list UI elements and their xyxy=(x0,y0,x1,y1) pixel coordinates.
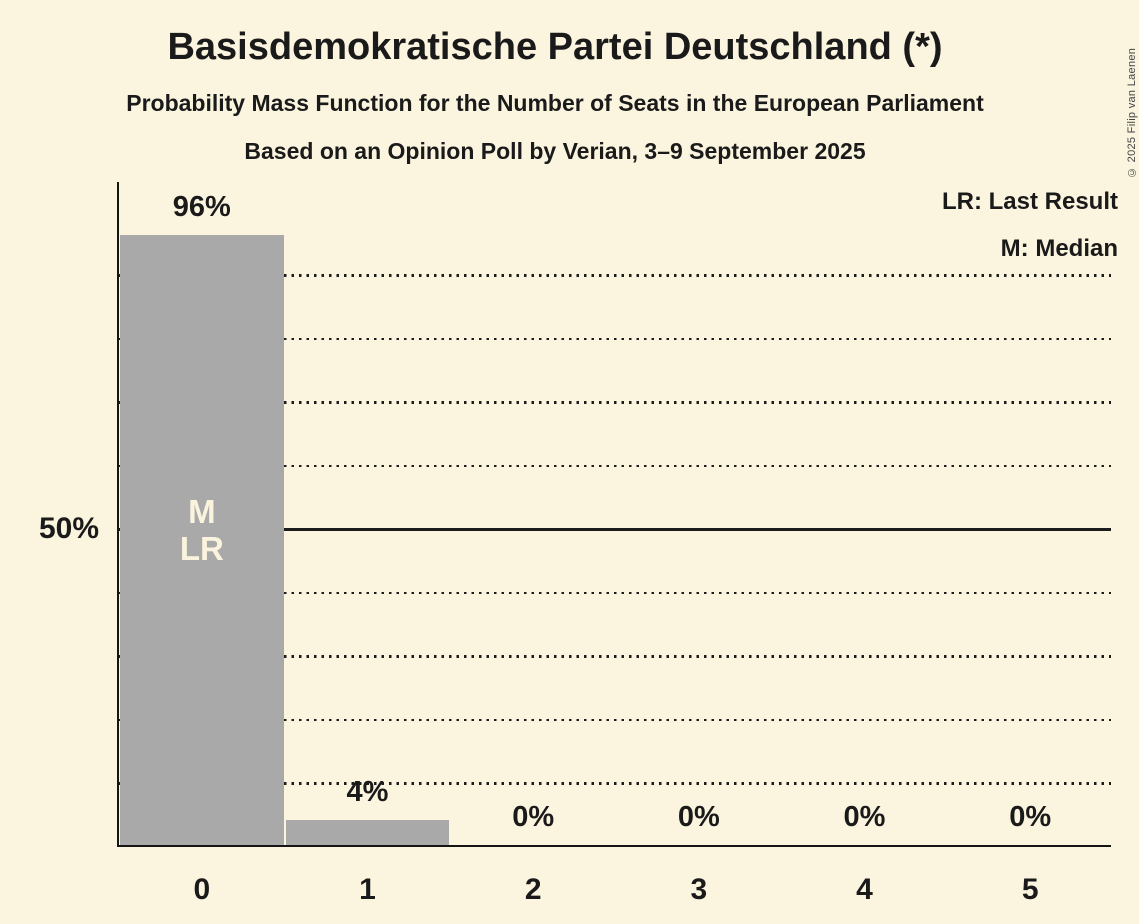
gridline-80pct xyxy=(119,337,1111,341)
legend-last-result: LR: Last Result xyxy=(941,188,1118,215)
x-tick-label-0: 0 xyxy=(193,873,211,906)
bar-value-label-2: 0% xyxy=(512,801,555,833)
gridline-90pct xyxy=(119,274,1111,277)
x-tick-label-1: 1 xyxy=(359,873,376,906)
legend-median: M: Median xyxy=(1000,235,1118,262)
bar-seats-0 xyxy=(120,235,284,845)
gridline-70pct xyxy=(119,401,1111,404)
gridline-40pct xyxy=(119,591,1111,595)
x-axis: 0 1 2 3 4 5 xyxy=(119,868,1113,912)
bar-value-label-5: 0% xyxy=(1009,801,1052,833)
x-tick-label-5: 5 xyxy=(1021,873,1039,906)
x-tick-label-3: 3 xyxy=(690,873,708,906)
gridline-50pct-solid xyxy=(119,528,1111,531)
chart-subtitle: Probability Mass Function for the Number… xyxy=(126,90,984,116)
copyright-notice: © 2025 Filip van Laenen xyxy=(1126,47,1138,178)
bar-value-label-4: 0% xyxy=(843,801,886,833)
bar-value-label-0: 96% xyxy=(172,191,231,224)
gridline-30pct xyxy=(119,655,1111,658)
x-tick-label-2: 2 xyxy=(524,873,542,906)
bar-value-label-1: 4% xyxy=(346,775,389,808)
median-last-result-annotation: M LR xyxy=(119,493,285,567)
gridline-10pct xyxy=(119,782,1111,785)
legend: LR: Last Result M: Median xyxy=(942,178,1118,272)
chart-title: Basisdemokratische Partei Deutschland (*… xyxy=(167,26,943,68)
gridline-60pct xyxy=(119,464,1111,468)
plot-area: 96% 4% 0% 0% 0% 0% M LR xyxy=(117,182,1111,847)
poll-source-line: Based on an Opinion Poll by Verian, 3–9 … xyxy=(244,138,866,164)
x-tick-label-4: 4 xyxy=(856,873,873,906)
annotation-line-lr: LR xyxy=(179,530,224,567)
gridline-20pct xyxy=(119,718,1111,722)
bar-value-label-3: 0% xyxy=(677,801,720,833)
y-axis-tick-label: 50% xyxy=(38,512,99,545)
annotation-line-m: M xyxy=(188,493,216,530)
bar-seats-1 xyxy=(285,819,450,845)
